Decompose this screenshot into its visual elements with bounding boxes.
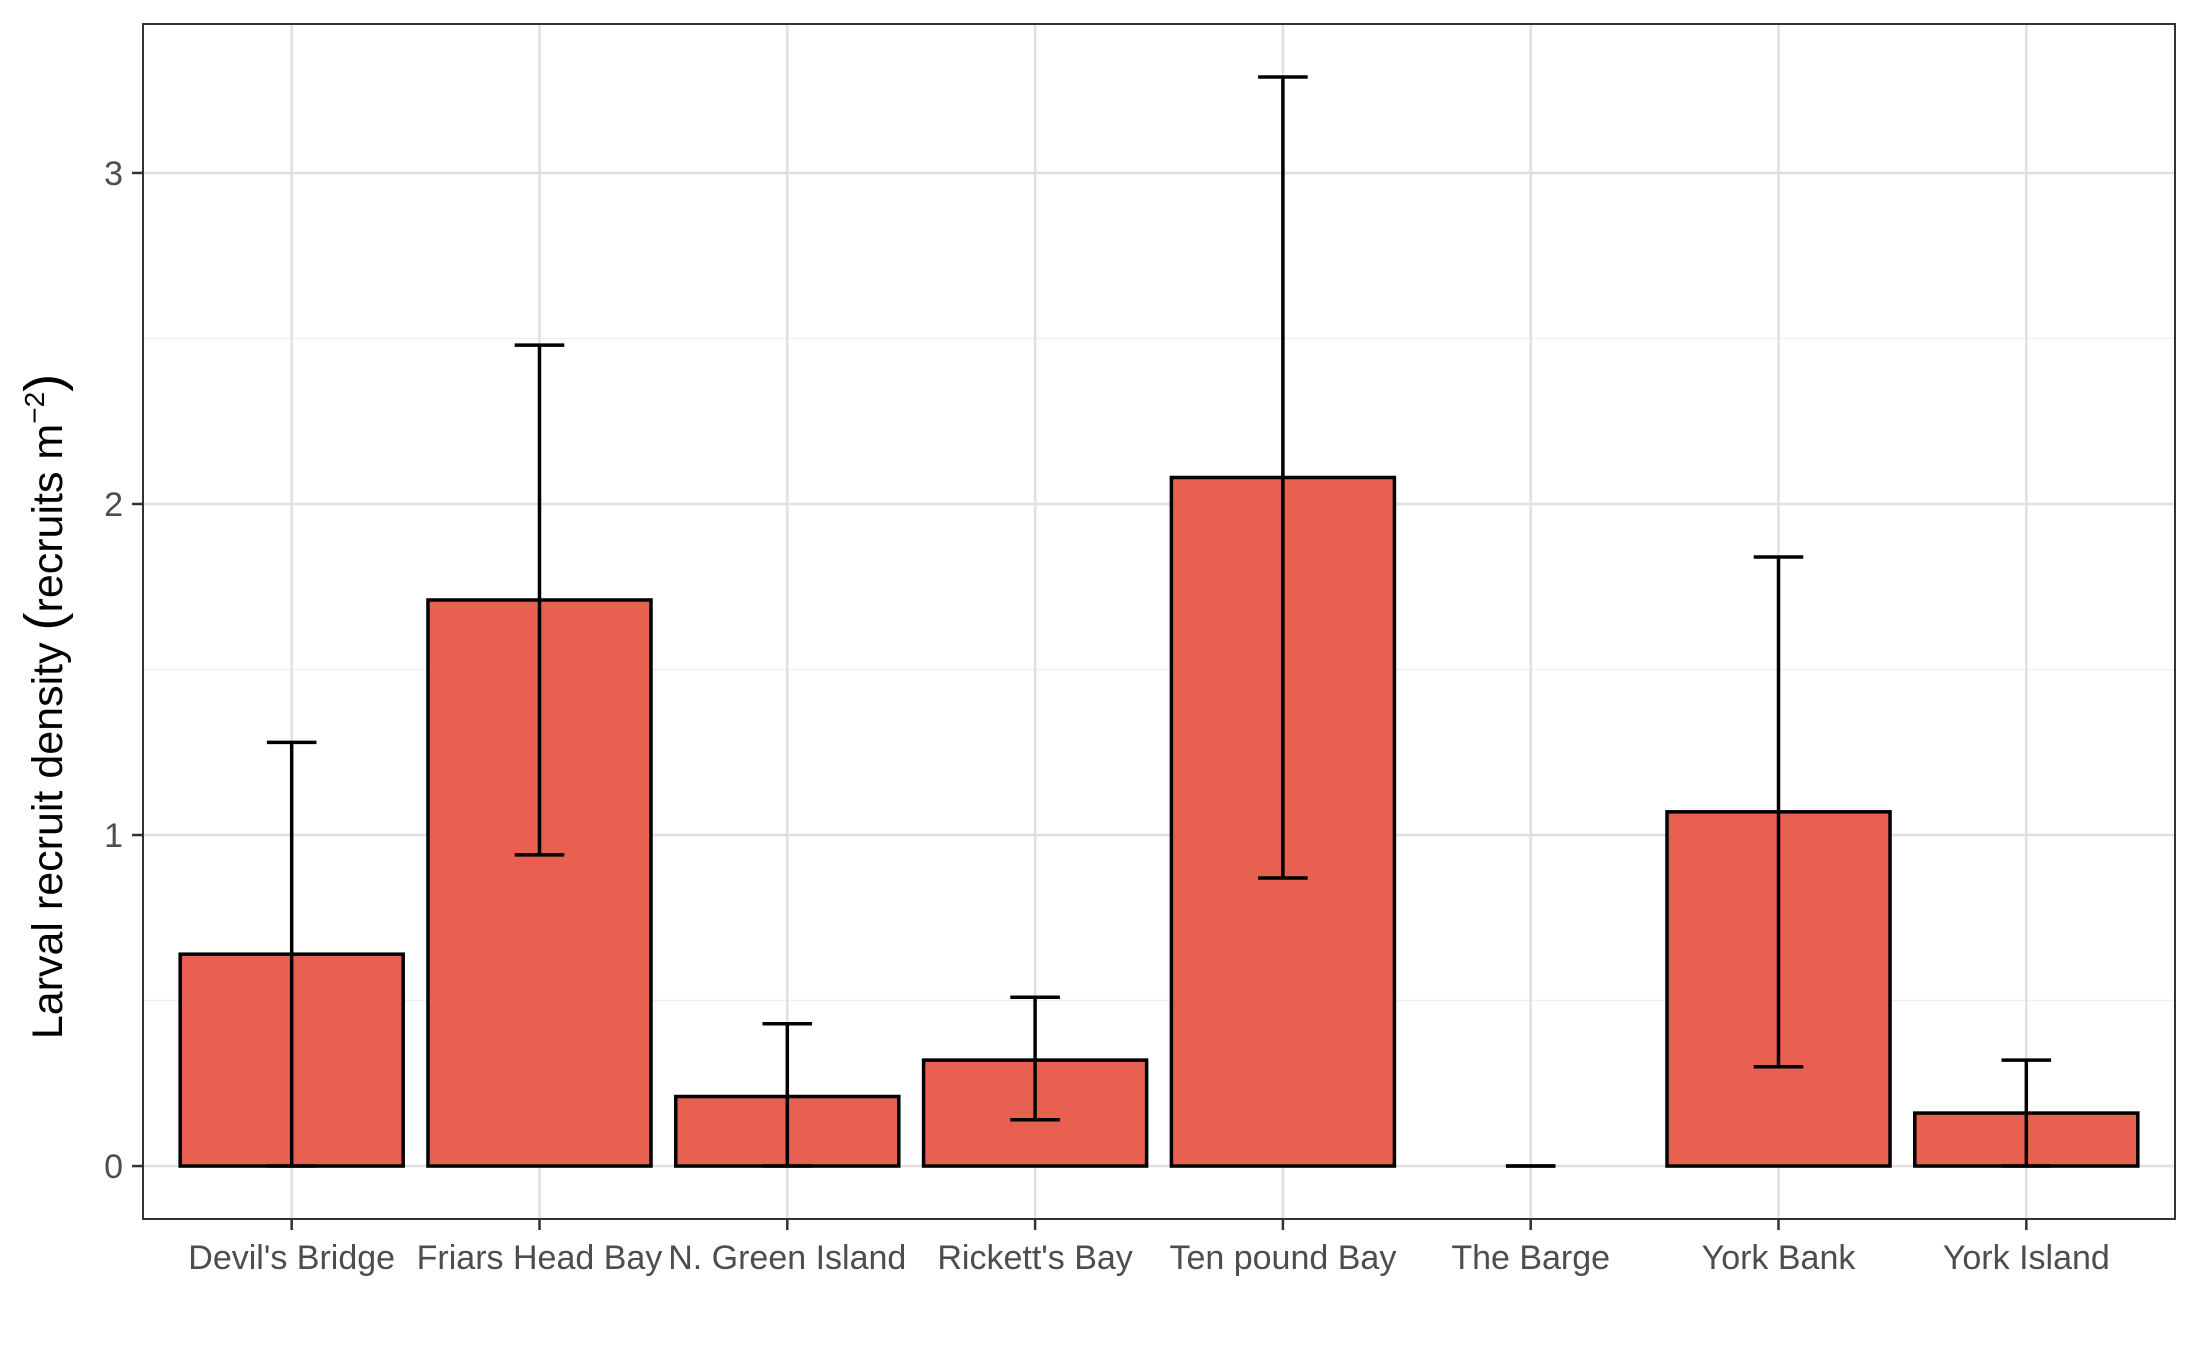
y-axis-unit-close: ) [14,374,74,392]
x-tick-label: Ten pound Bay [1169,1239,1396,1277]
y-axis-unit: recruits m [24,424,72,613]
x-tick-label: N. Green Island [668,1239,906,1277]
y-tick-label: 2 [104,486,123,524]
axis-layer: 0 1 2 3 Devil's Bridge Friars Head Bay N. Gree… [104,155,2110,1277]
y-axis-unit-exponent: −2 [19,392,50,424]
y-tick-label: 1 [104,817,123,855]
y-axis-label: Larval recruit density [24,642,72,1039]
y-tick-label: 0 [104,1148,123,1186]
x-tick-label: Friars Head Bay [417,1239,663,1277]
x-tick-label: York Island [1943,1239,2110,1277]
errors-layer [266,75,2052,1168]
x-tick-label: York Bank [1702,1239,1857,1277]
x-tick-label: The Barge [1451,1239,1610,1277]
x-tick-label: Devil's Bridge [188,1239,395,1277]
y-axis-title: Larval recruit density (recruits m−2) [14,374,74,1039]
x-tick-label: Rickett's Bay [937,1239,1132,1277]
y-tick-label: 3 [104,155,123,193]
y-axis-unit-open: ( [14,612,74,630]
panel-border [142,23,2176,1220]
